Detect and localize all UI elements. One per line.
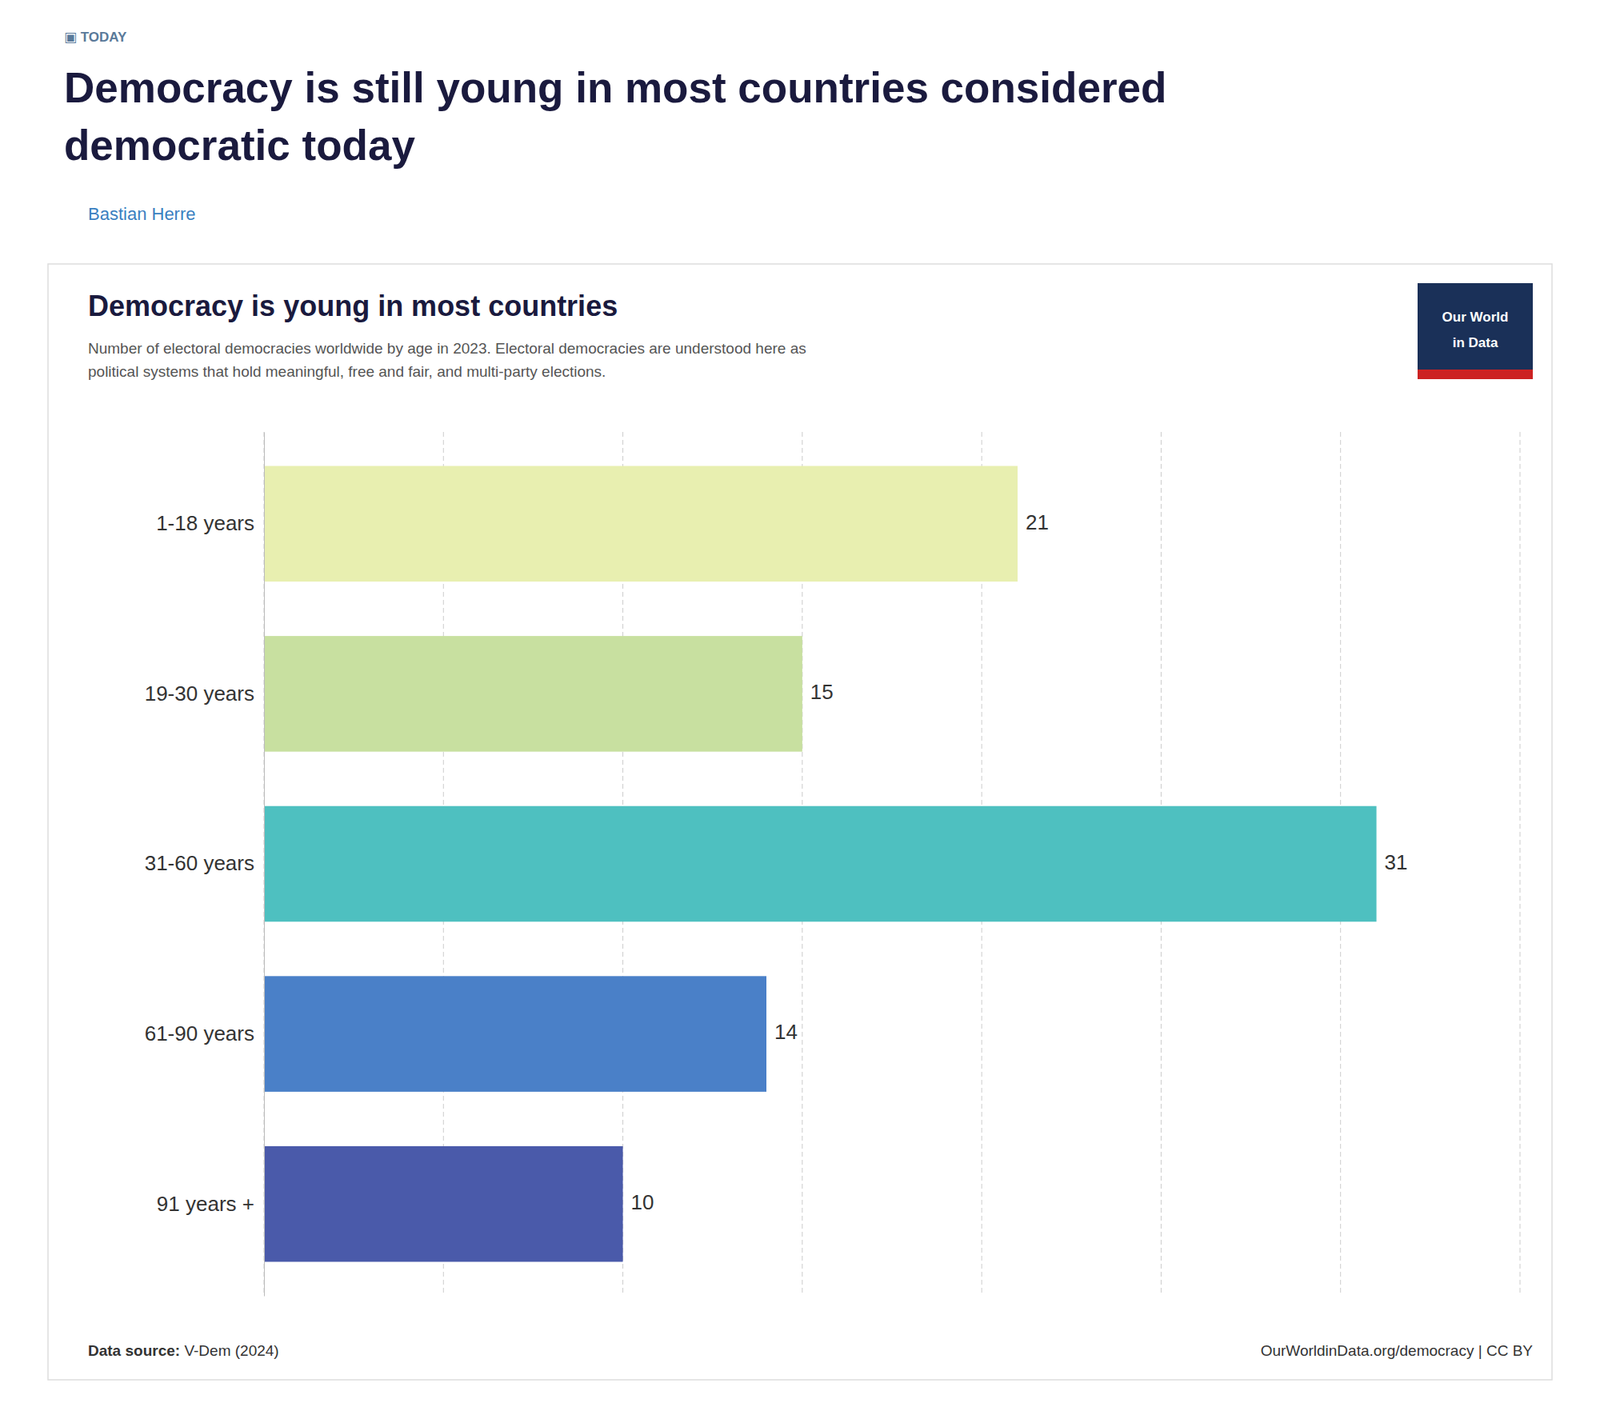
url: OurWorldinData.org/democracy | CC BY [1260,1342,1534,1360]
kicker: ▣ TODAY [64,29,128,45]
panel [48,264,1552,1380]
source: Data source: V-Dem (2024) [88,1342,280,1360]
source-name: V-Dem (2024) [180,1342,280,1360]
grid-line [264,432,265,1296]
bar [264,1146,624,1263]
data-labels: 21 15 31 14 10 [631,510,1408,1215]
y-tick: 1-18 years [156,511,255,536]
grid-line [1520,432,1521,1296]
y-tick-label: 31-60 years [144,851,255,876]
bar [264,976,767,1092]
logo-text: in Data [1452,335,1499,351]
data-label: 31 [1384,850,1408,875]
grid [264,432,1520,1296]
y-tick-label: 1-18 years [156,511,255,536]
source-label: Data source: [88,1342,180,1360]
bars [264,466,1377,1263]
logo-accent [1417,369,1533,380]
y-tick-label: 91 years + [156,1192,255,1216]
logo-box [1417,283,1533,380]
page-title: democratic today [64,121,416,169]
chart-subtitle: Number of electoral democracies worldwid… [88,340,807,380]
chart-title: Democracy is young in most countries [88,289,618,323]
bar [264,466,1018,583]
y-tick-label: 61-90 years [144,1021,255,1046]
author: Bastian Herre [88,204,196,224]
chart-subtitle-line: Number of electoral democracies worldwid… [88,340,807,357]
data-label: 15 [810,680,834,704]
data-label: 10 [631,1190,655,1215]
y-tick-label: 19-30 years [144,681,255,706]
bar [264,636,803,752]
data-label: 21 [1025,510,1049,535]
y-axis: 1-18 years 19-30 years 31-60 years 61-90 ye… [144,432,265,1297]
y-tick: 61-90 years [144,1021,255,1046]
data-label: 14 [774,1020,798,1044]
page-title: Democracy is still young in most countri… [64,64,1167,112]
y-axis-line [264,432,265,1297]
chart-subtitle-line: political systems that hold meaningful, … [88,363,606,380]
logo: Our World in Data [1417,283,1533,380]
bar [264,806,1377,923]
y-tick: 91 years + [156,1192,255,1216]
y-tick: 19-30 years [144,681,255,706]
logo-text: Our World [1442,309,1509,325]
y-tick: 31-60 years [144,851,255,876]
chart-page: ▣ TODAY Democracy is still young in most … [0,0,1600,1407]
